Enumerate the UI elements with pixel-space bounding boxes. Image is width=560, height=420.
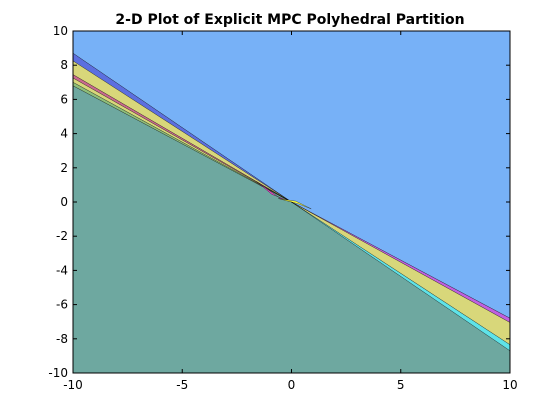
chart-title: 2-D Plot of Explicit MPC Polyhedral Part… bbox=[115, 12, 464, 28]
x-tick-label: 10 bbox=[502, 378, 517, 392]
y-tick-label: -8 bbox=[56, 332, 68, 346]
y-tick-label: -6 bbox=[56, 298, 68, 312]
y-tick-label: -2 bbox=[56, 229, 68, 243]
region-11 bbox=[291, 201, 510, 352]
y-tick-label: 10 bbox=[53, 24, 68, 38]
y-tick-label: 6 bbox=[60, 92, 68, 106]
x-tick-labels: -10 -5 0 5 10 bbox=[63, 378, 517, 392]
partition-regions bbox=[73, 31, 510, 373]
y-tick-label: 4 bbox=[60, 127, 68, 141]
y-tick-label: 2 bbox=[60, 161, 68, 175]
axis-ticks bbox=[72, 30, 511, 374]
y-tick-label: -4 bbox=[56, 263, 68, 277]
x-tick-label: 5 bbox=[397, 378, 405, 392]
y-tick-label: 0 bbox=[60, 195, 68, 209]
x-tick-label: 0 bbox=[288, 378, 296, 392]
region-6 bbox=[73, 82, 292, 203]
x-tick-label: -10 bbox=[63, 378, 83, 392]
y-tick-labels: -10 -8 -6 -4 -2 0 2 4 6 8 10 bbox=[48, 24, 68, 380]
y-tick-label: -10 bbox=[48, 366, 68, 380]
y-tick-label: 8 bbox=[60, 58, 68, 72]
x-tick-label: -5 bbox=[176, 378, 188, 392]
